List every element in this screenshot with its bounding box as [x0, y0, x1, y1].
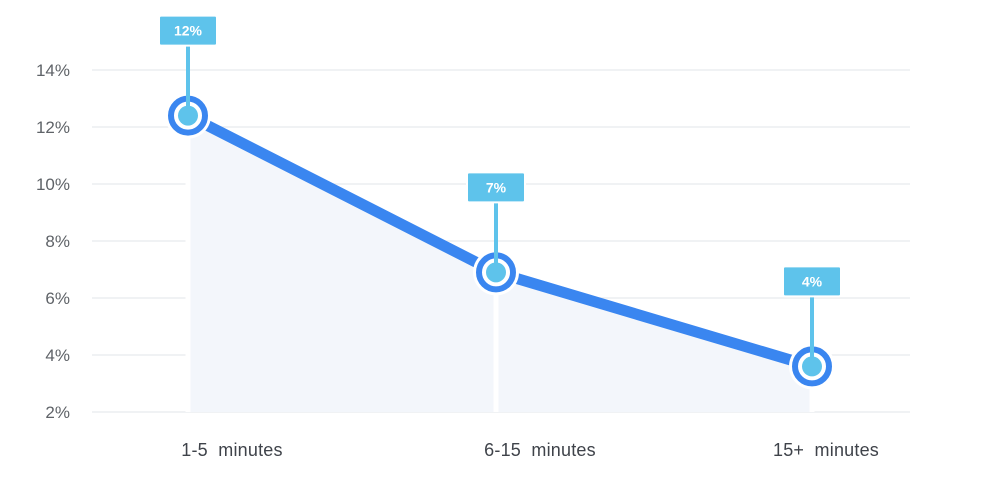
y-tick-label: 10% — [36, 175, 70, 194]
callout-box — [158, 14, 218, 47]
data-label-callout: 7% — [466, 171, 526, 269]
y-axis: 2% 4% 6% 8% 10% 12% 14% — [36, 61, 70, 422]
data-label: 12% — [174, 23, 203, 39]
callout-box — [466, 171, 526, 204]
area-fill — [188, 115, 812, 412]
x-tick-label: 15+ minutes — [773, 440, 879, 460]
data-label-callout: 12% — [158, 14, 218, 112]
callout-box — [782, 265, 842, 298]
data-label: 7% — [486, 179, 507, 195]
marker-dot — [486, 262, 506, 283]
y-tick-label: 2% — [45, 403, 70, 422]
x-tick-label: 6-15 minutes — [484, 440, 596, 460]
y-tick-label: 12% — [36, 118, 70, 137]
x-axis: 1-5 minutes 6-15 minutes 15+ minutes — [181, 440, 879, 460]
data-label-callout: 4% — [782, 265, 842, 363]
data-point[interactable] — [473, 249, 519, 296]
data-label: 4% — [802, 273, 823, 289]
y-tick-label: 14% — [36, 61, 70, 80]
marker-dot — [178, 105, 198, 126]
y-tick-label: 8% — [45, 232, 70, 251]
data-point[interactable] — [165, 92, 211, 139]
y-tick-label: 6% — [45, 289, 70, 308]
marker-dot — [802, 356, 822, 377]
x-tick-label: 1-5 minutes — [181, 440, 282, 460]
y-tick-label: 4% — [45, 346, 70, 365]
data-point[interactable] — [789, 343, 835, 390]
